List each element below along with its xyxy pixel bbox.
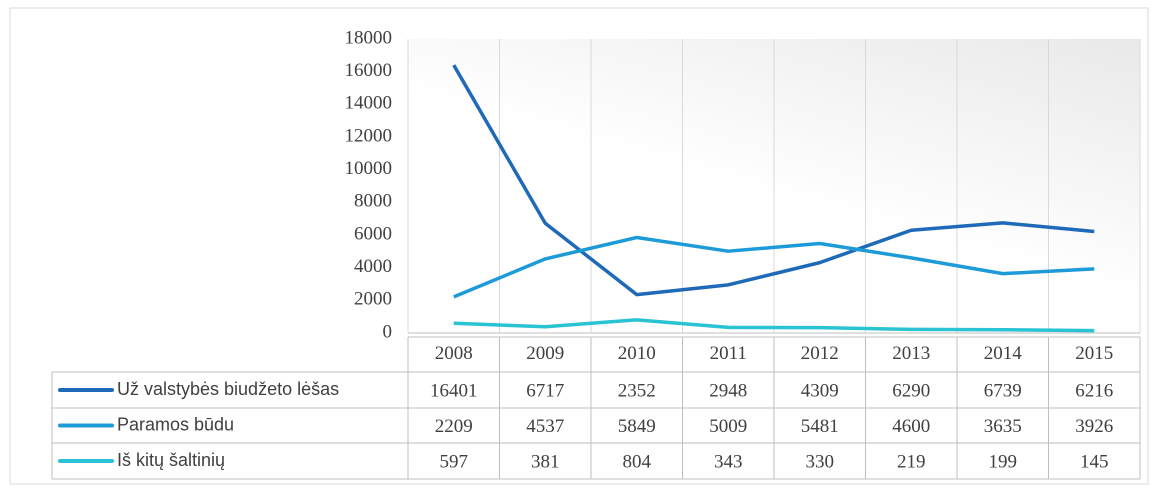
x-tick-label: 2012 [801,343,839,364]
table-value: 6717 [526,380,564,401]
y-tick-label: 10000 [345,158,393,179]
table-value: 199 [989,451,1018,472]
x-tick-label: 2011 [710,343,747,364]
table-value: 6739 [984,380,1022,401]
table-value: 597 [440,451,469,472]
table-value: 330 [806,451,835,472]
y-tick-label: 12000 [345,125,393,146]
table-value: 145 [1080,451,1109,472]
y-tick-label: 14000 [345,93,393,114]
table-value: 381 [531,451,560,472]
table-value: 5849 [618,416,656,437]
table-value: 6216 [1075,380,1113,401]
table-value: 804 [623,451,652,472]
y-tick-label: 8000 [354,191,392,212]
y-tick-label: 0 [383,321,393,342]
y-tick-label: 4000 [354,256,392,277]
legend-label: Už valstybės biudžeto lėšas [117,379,339,399]
y-tick-label: 16000 [345,60,393,81]
table-value: 6290 [892,380,930,401]
legend-label: Paramos būdu [117,414,234,434]
y-tick-label: 2000 [354,289,392,310]
table-value: 2948 [709,380,747,401]
series-line [452,64,1095,297]
table-value: 2209 [435,416,473,437]
table-value: 5009 [709,416,747,437]
legend-label: Iš kitų šaltinių [117,450,225,470]
table-value: 2352 [618,380,656,401]
x-tick-label: 2008 [435,343,473,364]
x-tick-label: 2015 [1075,343,1113,364]
table-value: 343 [714,451,743,472]
table-value: 4600 [892,416,930,437]
x-tick-label: 2010 [618,343,656,364]
y-tick-label: 18000 [345,27,393,48]
table-value: 219 [897,451,926,472]
x-tick-label: 2013 [892,343,930,364]
x-tick-label: 2009 [526,343,564,364]
x-tick-label: 2014 [984,343,1023,364]
table-value: 3635 [984,416,1022,437]
series-line [453,235,1095,299]
table-value: 4309 [801,380,839,401]
series-line [453,318,1095,333]
table-value: 16401 [430,380,478,401]
y-tick-label: 6000 [354,223,392,244]
table-value: 5481 [801,416,839,437]
table-value: 4537 [526,416,564,437]
table-value: 3926 [1075,416,1113,437]
